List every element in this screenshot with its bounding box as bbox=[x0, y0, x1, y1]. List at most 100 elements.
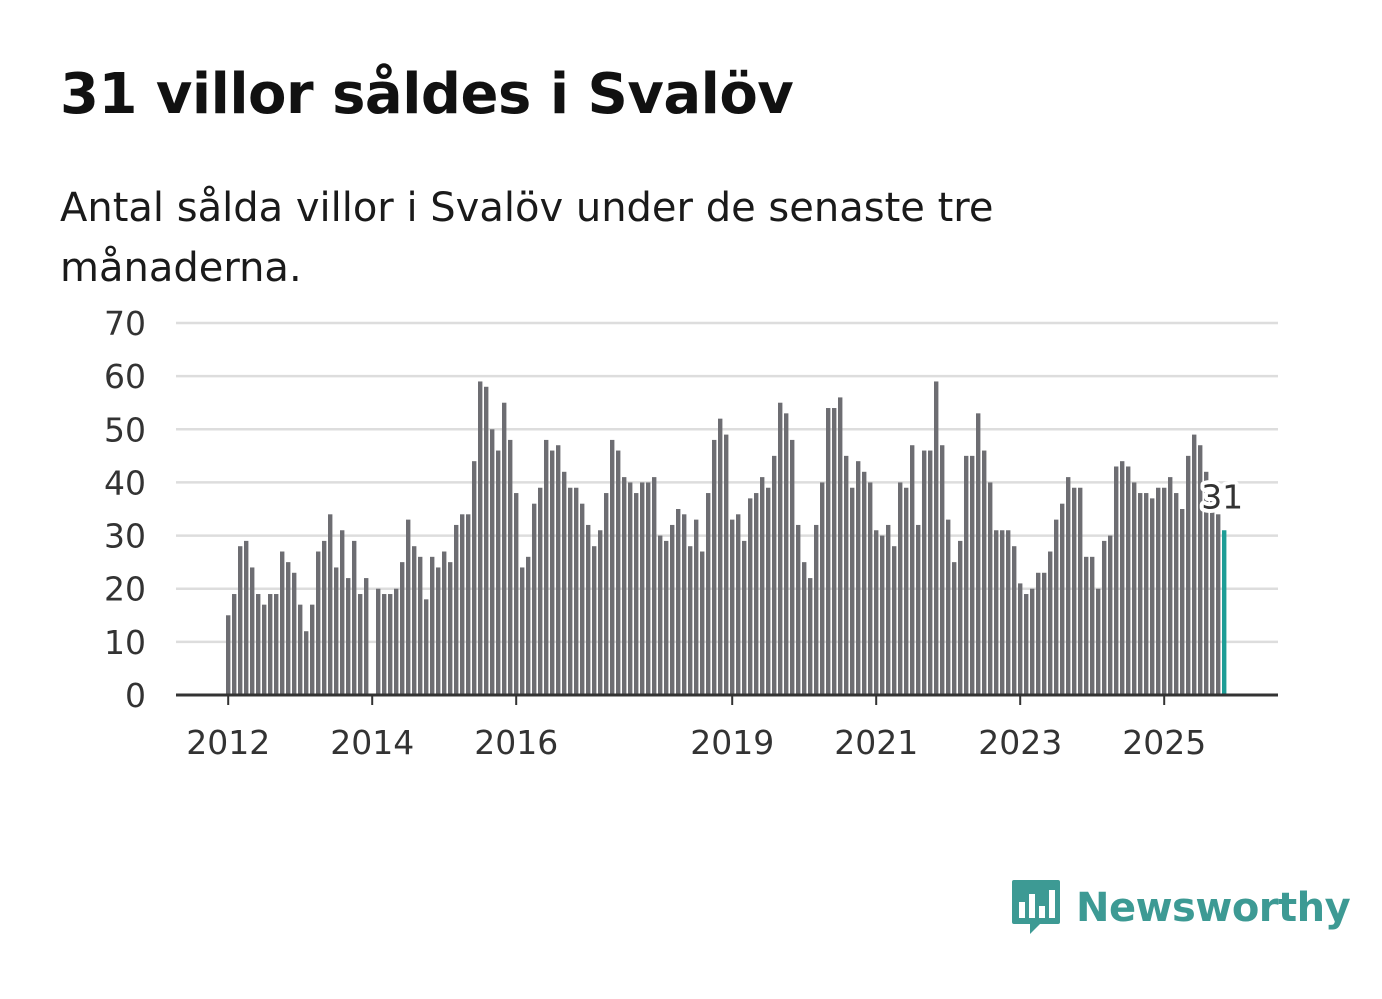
bar bbox=[496, 450, 501, 695]
x-tick-label: 2016 bbox=[474, 723, 558, 762]
bar bbox=[1090, 556, 1095, 695]
bar bbox=[946, 519, 951, 695]
chart-subtitle: Antal sålda villor i Svalöv under de sen… bbox=[60, 185, 994, 291]
bar bbox=[1096, 588, 1101, 695]
bar bbox=[1192, 434, 1197, 695]
bar bbox=[748, 498, 753, 695]
bar bbox=[856, 461, 861, 695]
bar bbox=[712, 439, 717, 695]
bar bbox=[988, 482, 993, 695]
bar bbox=[364, 578, 369, 695]
bar bbox=[568, 487, 573, 695]
bar bbox=[940, 445, 945, 695]
bar bbox=[1180, 509, 1185, 695]
bar bbox=[1084, 556, 1089, 695]
x-tick-label: 2025 bbox=[1122, 723, 1206, 762]
bar bbox=[292, 572, 297, 695]
bar bbox=[754, 493, 759, 695]
newsworthy-logo-icon bbox=[1012, 880, 1060, 934]
bar bbox=[1204, 471, 1209, 695]
bar bbox=[844, 455, 849, 695]
newsworthy-logo-text: Newsworthy bbox=[1076, 885, 1351, 931]
bar bbox=[250, 567, 255, 695]
y-tick-label: 20 bbox=[104, 570, 146, 609]
bar bbox=[388, 594, 393, 695]
bar bbox=[1048, 551, 1053, 695]
bar bbox=[304, 631, 309, 695]
bar bbox=[1042, 572, 1047, 695]
bar-series bbox=[226, 381, 1227, 695]
bar bbox=[802, 562, 807, 695]
bar bbox=[1000, 530, 1005, 695]
bar bbox=[676, 509, 681, 695]
bar bbox=[910, 445, 915, 695]
bar bbox=[346, 578, 351, 695]
bar bbox=[1024, 594, 1029, 695]
bar bbox=[916, 524, 921, 695]
bar bbox=[616, 450, 621, 695]
bar bbox=[1132, 482, 1137, 695]
bar bbox=[238, 546, 243, 695]
bar bbox=[226, 615, 231, 695]
bar bbox=[760, 477, 765, 695]
highlight-annotation: 31 bbox=[1197, 473, 1247, 520]
bar bbox=[688, 546, 693, 695]
bar bbox=[328, 514, 333, 695]
bar bbox=[280, 551, 285, 695]
bar bbox=[586, 524, 591, 695]
bar bbox=[574, 487, 579, 695]
bar bbox=[682, 514, 687, 695]
bar bbox=[994, 530, 999, 695]
bar bbox=[424, 599, 429, 695]
bar bbox=[808, 578, 813, 695]
bar bbox=[982, 450, 987, 695]
bar bbox=[646, 482, 651, 695]
bar bbox=[766, 487, 771, 695]
y-tick-label: 30 bbox=[104, 517, 146, 556]
bar bbox=[1156, 487, 1161, 695]
bar bbox=[526, 556, 531, 695]
bar bbox=[730, 519, 735, 695]
bar bbox=[922, 450, 927, 695]
bar bbox=[1036, 572, 1041, 695]
y-tick-label: 50 bbox=[104, 410, 146, 449]
bar bbox=[340, 530, 345, 695]
bar bbox=[1006, 530, 1011, 695]
bar bbox=[520, 567, 525, 695]
bar bbox=[694, 519, 699, 695]
bar bbox=[556, 445, 561, 695]
bar bbox=[1114, 466, 1119, 695]
bar bbox=[376, 588, 381, 695]
newsworthy-logo: Newsworthy bbox=[1010, 878, 1351, 938]
bar bbox=[232, 594, 237, 695]
bar bbox=[1108, 535, 1113, 695]
bar bbox=[352, 540, 357, 695]
bar bbox=[742, 540, 747, 695]
bar bbox=[1144, 493, 1149, 695]
bar bbox=[904, 487, 909, 695]
bar bbox=[1102, 540, 1107, 695]
x-tick-label: 2014 bbox=[330, 723, 414, 762]
bar bbox=[1138, 493, 1143, 695]
bar bbox=[862, 471, 867, 695]
bar bbox=[832, 408, 837, 695]
y-tick-label: 10 bbox=[104, 623, 146, 662]
bar bbox=[970, 455, 975, 695]
bar bbox=[1198, 445, 1203, 695]
bar bbox=[796, 524, 801, 695]
y-tick-label: 70 bbox=[104, 304, 146, 343]
bar bbox=[604, 493, 609, 695]
chart-title: 31 villor såldes i Svalöv bbox=[60, 62, 794, 127]
x-tick-label: 2012 bbox=[186, 723, 270, 762]
x-tick-label: 2023 bbox=[978, 723, 1062, 762]
bar bbox=[1012, 546, 1017, 695]
bar bbox=[790, 439, 795, 695]
bar bbox=[826, 408, 831, 695]
highlight-value-label: 31 bbox=[1201, 477, 1243, 516]
bar bbox=[244, 540, 249, 695]
bar bbox=[1150, 498, 1155, 695]
bar bbox=[1216, 514, 1221, 695]
bar bbox=[532, 503, 537, 695]
bar bbox=[1126, 466, 1131, 695]
bar bbox=[784, 413, 789, 695]
